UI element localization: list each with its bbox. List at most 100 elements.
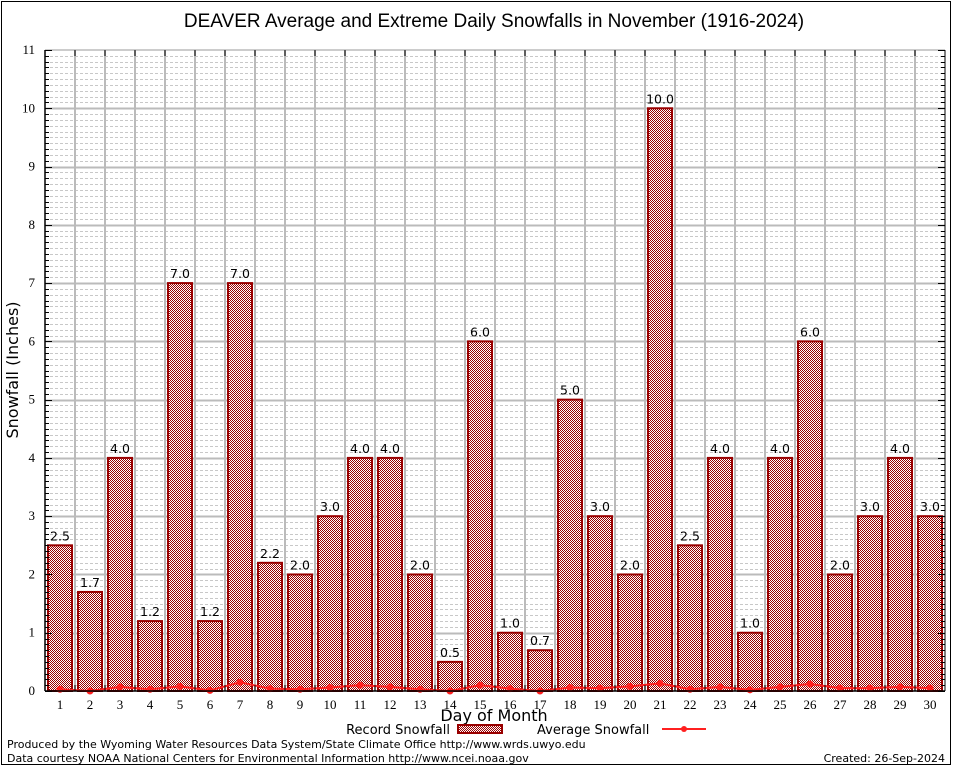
x-tick-label: 9 xyxy=(297,697,304,712)
bar-day-3 xyxy=(107,456,133,692)
bar-label-day-8: 2.2 xyxy=(260,546,280,561)
y-tick-label: 2 xyxy=(29,566,36,581)
bar-label-day-13: 2.0 xyxy=(410,557,430,572)
bar-label-day-27: 2.0 xyxy=(830,557,850,572)
bar-label-day-15: 6.0 xyxy=(470,324,490,339)
x-tick-label: 6 xyxy=(207,697,214,712)
average-point-day-30 xyxy=(926,684,934,692)
footer-produced-by: Produced by the Wyoming Water Resources … xyxy=(7,738,586,751)
average-point-day-11 xyxy=(356,681,364,689)
x-tick-label: 29 xyxy=(894,697,907,712)
y-tick-label: 3 xyxy=(29,508,36,523)
bar-label-day-2: 1.7 xyxy=(80,575,100,590)
bar-day-18 xyxy=(557,398,583,692)
bar-label-day-10: 3.0 xyxy=(320,499,340,514)
x-tick-label: 8 xyxy=(267,697,274,712)
bar-label-day-30: 3.0 xyxy=(920,499,940,514)
bar-day-11 xyxy=(347,456,373,692)
bar-day-21 xyxy=(647,107,673,693)
average-point-day-18 xyxy=(566,684,574,692)
y-tick-label: 8 xyxy=(29,217,36,232)
bar-day-30 xyxy=(917,515,943,692)
bar-label-day-19: 3.0 xyxy=(590,499,610,514)
bar-label-day-22: 2.5 xyxy=(680,528,700,543)
bar-labels: 2.5 1.7 4.0 1.2 7.0 1.2 7.0 2.2 2.0 3.0 4.0 4.0 2.0 0… xyxy=(50,91,940,660)
x-axis-label: Day of Month xyxy=(440,706,547,725)
footer-data-courtesy: Data courtesy NOAA National Centers for … xyxy=(7,752,529,765)
average-point-day-27 xyxy=(836,684,844,692)
x-tick-label: 22 xyxy=(684,697,697,712)
x-tick-label: 15 xyxy=(474,697,487,712)
x-tick-label: 23 xyxy=(714,697,727,712)
bar-day-28 xyxy=(857,515,883,692)
bar-label-day-9: 2.0 xyxy=(290,557,310,572)
x-tick-label: 27 xyxy=(834,697,848,712)
bar-label-day-28: 3.0 xyxy=(860,499,880,514)
legend-record-swatch xyxy=(457,724,503,734)
bar-label-day-25: 4.0 xyxy=(770,441,790,456)
y-tick-label: 9 xyxy=(29,159,36,174)
average-point-day-12 xyxy=(386,683,394,691)
x-tick-label: 24 xyxy=(744,697,758,712)
bar-day-5 xyxy=(167,282,193,692)
y-tick-label: 0 xyxy=(29,683,36,698)
bar-day-26 xyxy=(797,340,823,692)
average-point-day-23 xyxy=(716,683,724,691)
x-tick-label: 20 xyxy=(624,697,637,712)
average-point-day-15 xyxy=(476,681,484,689)
x-tick-label: 7 xyxy=(237,697,244,712)
x-tick-label: 26 xyxy=(804,697,818,712)
y-axis-label: Snowfall (Inches) xyxy=(3,301,22,438)
average-point-day-29 xyxy=(896,683,904,691)
chart-title: DEAVER Average and Extreme Daily Snowfal… xyxy=(184,11,804,32)
x-tick-label: 17 xyxy=(534,697,548,712)
bar-day-15 xyxy=(467,340,493,692)
average-point-day-21 xyxy=(656,679,664,687)
x-tick-label: 5 xyxy=(177,697,184,712)
bar-label-day-18: 5.0 xyxy=(560,383,580,398)
bar-day-6 xyxy=(197,620,223,693)
bar-label-day-26: 6.0 xyxy=(800,324,820,339)
x-tick-label: 1 xyxy=(57,697,64,712)
bars xyxy=(47,107,943,693)
average-point-day-28 xyxy=(866,684,874,692)
bar-day-20 xyxy=(617,573,643,692)
x-tick-label: 12 xyxy=(384,697,397,712)
bar-day-29 xyxy=(887,456,913,692)
grid xyxy=(45,50,945,691)
average-point-day-25 xyxy=(776,683,784,691)
x-tick-labels: 1 2 3 4 5 6 7 8 9 10 11 12 13 14 15 16 17 18 19 20 21 22 23 24 2… xyxy=(57,697,937,712)
bar-label-day-3: 4.0 xyxy=(110,441,130,456)
average-point-day-10 xyxy=(326,684,334,692)
y-tick-label: 10 xyxy=(22,100,35,115)
x-tick-label: 28 xyxy=(864,697,877,712)
bar-day-13 xyxy=(407,573,433,692)
bar-day-9 xyxy=(287,573,313,692)
average-point-day-7 xyxy=(236,678,244,686)
bar-day-8 xyxy=(257,561,283,692)
bar-day-17 xyxy=(527,649,553,693)
footer-created-date: Created: 26-Sep-2024 xyxy=(824,752,945,765)
bar-label-day-11: 4.0 xyxy=(350,441,370,456)
average-point-day-20 xyxy=(626,682,634,690)
bar-day-7 xyxy=(227,282,253,692)
x-tick-label: 11 xyxy=(354,697,367,712)
x-tick-label: 30 xyxy=(924,697,937,712)
y-tick-labels: 0 1 2 3 4 5 6 7 8 9 10 11 xyxy=(22,42,36,698)
axes xyxy=(44,49,946,692)
bar-label-day-12: 4.0 xyxy=(380,441,400,456)
bar-day-27 xyxy=(827,573,853,692)
bar-day-24 xyxy=(737,631,763,693)
y-tick-label: 11 xyxy=(22,42,35,57)
bar-day-19 xyxy=(587,515,613,692)
bar-label-day-7: 7.0 xyxy=(230,266,250,281)
bar-day-2 xyxy=(77,590,103,692)
average-point-day-19 xyxy=(596,684,604,692)
bar-day-22 xyxy=(677,544,703,692)
average-point-day-3 xyxy=(116,683,124,691)
x-tick-label: 13 xyxy=(414,697,427,712)
y-tick-label: 1 xyxy=(29,625,36,640)
x-tick-label: 21 xyxy=(654,697,667,712)
